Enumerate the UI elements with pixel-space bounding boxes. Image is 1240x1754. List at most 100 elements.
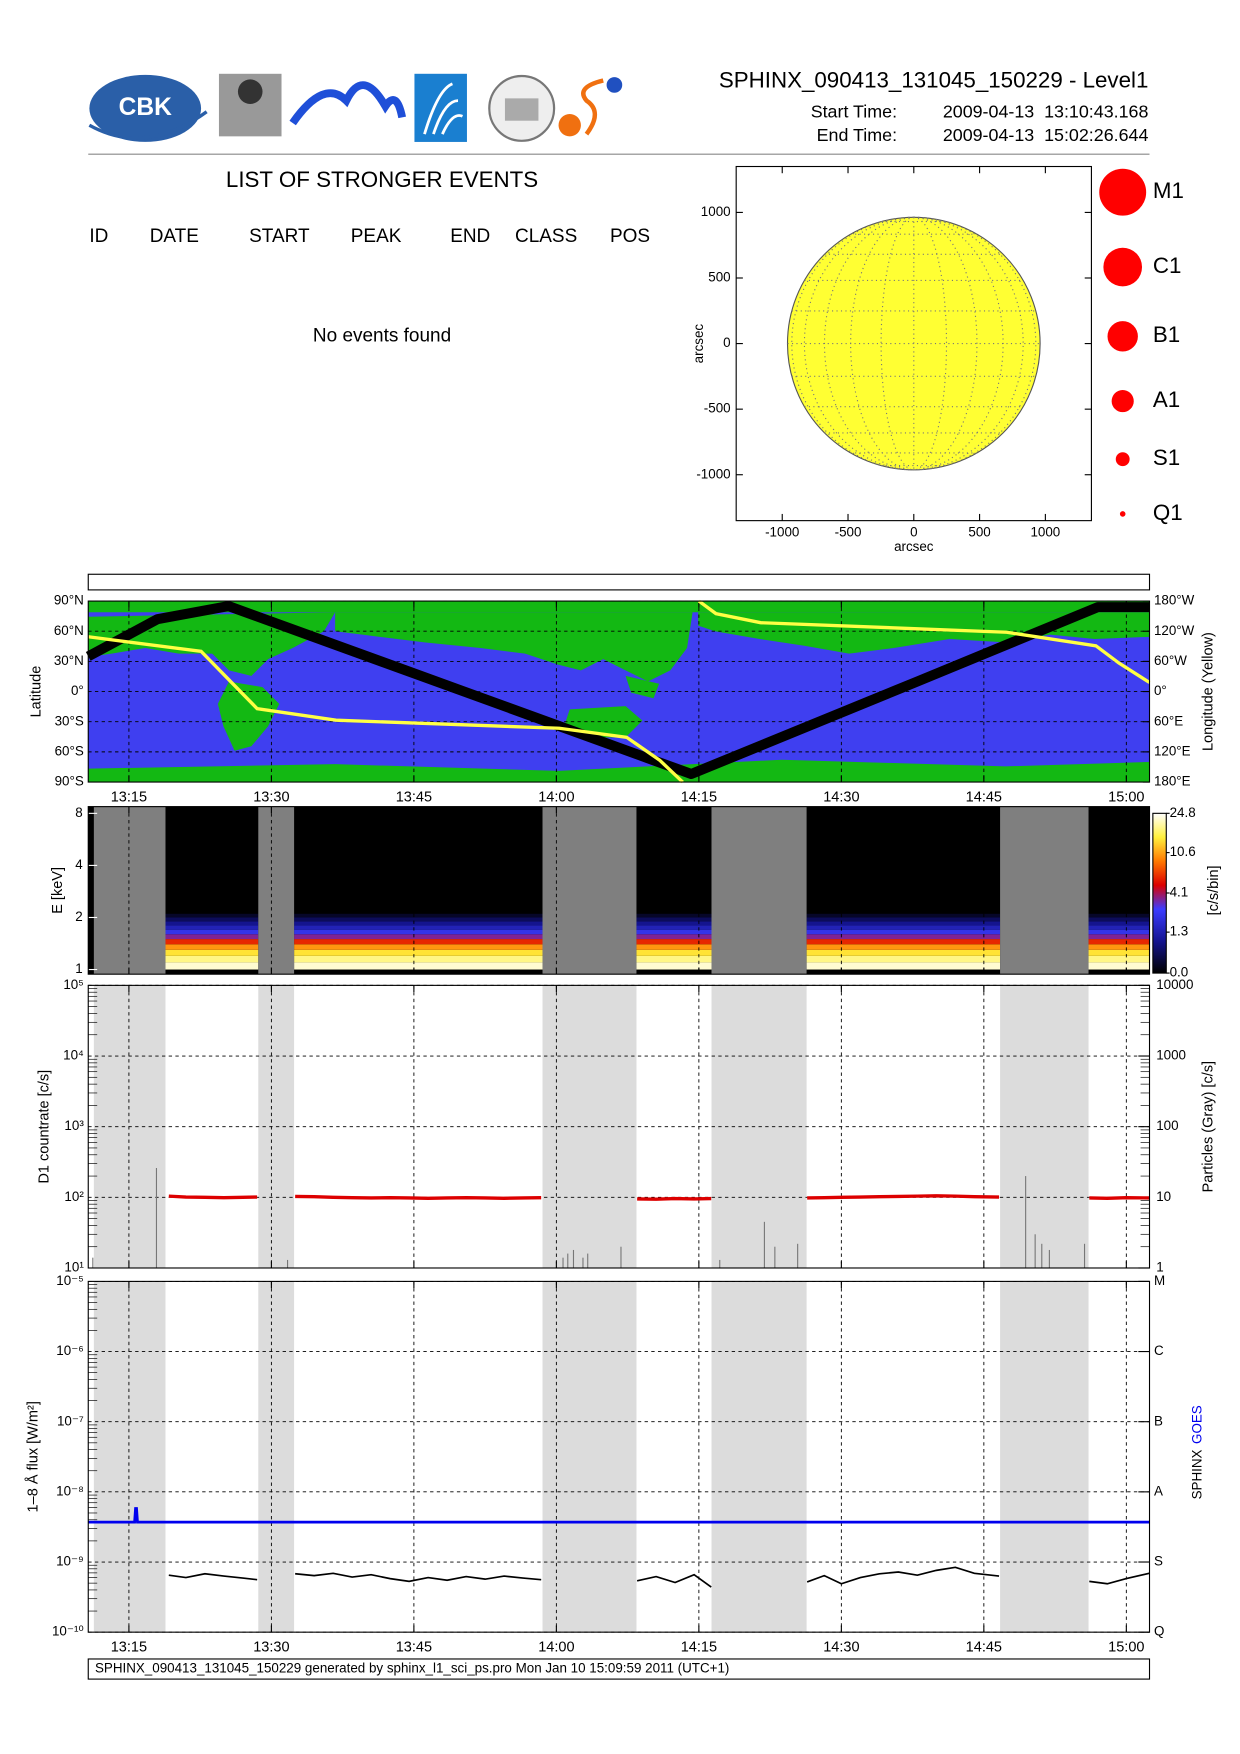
spectrum-cell [806, 939, 1001, 945]
y-tick-label: 0 [723, 335, 730, 350]
colorbar-tick-label: 4.1 [1170, 885, 1189, 900]
time-tick-label: 13:45 [396, 790, 432, 806]
report-title: SPHINX_090413_131045_150229 - Level1 [719, 68, 1149, 93]
spectrum-cell [165, 921, 259, 926]
time-tick-label: 13:15 [111, 1640, 147, 1656]
colorbar-tick-label: 10.6 [1170, 844, 1196, 859]
class-tick-label: S [1154, 1554, 1163, 1569]
empty-bar [87, 573, 1151, 591]
land [88, 601, 1150, 613]
spectrum-cell [294, 925, 543, 930]
spectrum-cell [294, 962, 543, 970]
spectrum-cell [1088, 962, 1150, 970]
spectrum-cell [636, 939, 712, 945]
legend-entry: SPHINX [1189, 1449, 1204, 1499]
plot-frame [87, 984, 1151, 1269]
longitude-track [88, 599, 1151, 784]
plot-frame [87, 600, 1151, 783]
spectrum-cell [636, 913, 712, 918]
flux-line [88, 1507, 1150, 1524]
spectrum-cell [806, 913, 1001, 918]
y-tick-label: 10⁻¹⁰ [52, 1624, 84, 1639]
y-tick-label: 2 [75, 909, 82, 924]
axis-label: Latitude [29, 666, 45, 718]
spectrum-cell [806, 944, 1001, 950]
spectrum-cell [1088, 913, 1150, 918]
spectrum-cell [1088, 934, 1150, 940]
class-marker [1103, 247, 1143, 287]
events-column: START [249, 226, 310, 247]
plot-frame [87, 1280, 1151, 1633]
night-interval [93, 806, 166, 975]
y-tick-label: 10⁻⁵ [56, 1273, 84, 1288]
x-tick-label: 0 [910, 524, 917, 539]
spectrum-cell [165, 913, 259, 918]
night-interval [711, 1281, 807, 1633]
class-tick-label: A [1154, 1483, 1163, 1498]
spectrum-cell [294, 949, 543, 956]
night-interval [542, 1281, 637, 1633]
flux-line [168, 1566, 1150, 1588]
time-tick-label: 14:00 [538, 1640, 574, 1656]
class-tick-label: Q [1154, 1624, 1164, 1639]
time-tick-label: 14:15 [681, 790, 717, 806]
axis-label: [c/s/bin] [1206, 865, 1222, 915]
spectrum-cell [636, 944, 712, 950]
x-tick-label: 1000 [1030, 524, 1060, 539]
class-marker [1115, 452, 1130, 467]
spectrum-cell [636, 934, 712, 940]
spectrum-cell [636, 917, 712, 922]
spectrum-cell [1088, 944, 1150, 950]
x-tick-label: 500 [968, 524, 990, 539]
logo-portrait-head [237, 79, 263, 104]
spectrum-cell [294, 955, 543, 963]
legend: SPHINX GOES [1189, 1405, 1204, 1499]
events-column: ID [89, 226, 108, 247]
spectrum-cell [294, 921, 543, 926]
y-tick-label: 0° [71, 683, 84, 698]
class-label: A1 [1153, 387, 1180, 412]
y-tick-label: 10³ [64, 1118, 84, 1133]
colorbar-tick-label: 24.8 [1170, 805, 1196, 820]
disk-meridian [823, 216, 914, 471]
y-tick-label: -500 [704, 401, 731, 416]
spectrum-cell [636, 962, 712, 970]
x-tick-label: -500 [835, 524, 862, 539]
land [564, 706, 643, 738]
events-title: LIST OF STRONGER EVENTS [226, 167, 538, 192]
logo-cbk [89, 74, 202, 142]
spectrum-cell [636, 921, 712, 926]
spectrum-cell [294, 944, 543, 950]
events-column: DATE [150, 226, 199, 247]
night-interval [1000, 1281, 1089, 1633]
spectrum-cell [636, 929, 712, 935]
spectrum-cell [294, 934, 543, 940]
logo-s [581, 78, 604, 136]
end-time: 2009-04-13 15:02:26.644 [943, 125, 1149, 145]
spectrum-cell [636, 949, 712, 956]
time-tick-label: 15:00 [1108, 1640, 1144, 1656]
time-tick-label: 14:30 [823, 1640, 859, 1656]
logo-arcs [423, 82, 464, 135]
class-label: B1 [1153, 322, 1180, 347]
time-tick-label: 14:15 [681, 1640, 717, 1656]
logo-square [414, 73, 467, 142]
spectrum-cell [806, 917, 1001, 922]
end-label: End Time: [817, 125, 897, 145]
legend-entry: GOES [1189, 1405, 1204, 1444]
time-tick-label: 13:30 [253, 790, 289, 806]
axis-label: Particles (Gray) [c/s] [1201, 1061, 1217, 1192]
night-interval [258, 1281, 295, 1633]
y2-tick-label: 60°E [1154, 713, 1183, 728]
y-tick-label: 10² [64, 1189, 84, 1204]
y2-tick-label: 10 [1156, 1189, 1171, 1204]
logo-building [504, 98, 539, 121]
time-tick-label: 14:00 [538, 790, 574, 806]
y-tick-label: 10⁻⁸ [56, 1483, 84, 1498]
y-tick-label: -1000 [696, 466, 730, 481]
y-tick-label: 10⁻⁶ [56, 1343, 83, 1358]
y2-tick-label: 120°E [1154, 743, 1191, 758]
time-tick-label: 13:45 [396, 1640, 432, 1656]
countrate-line [168, 1194, 1150, 1201]
spectrum-cell [1088, 929, 1150, 935]
